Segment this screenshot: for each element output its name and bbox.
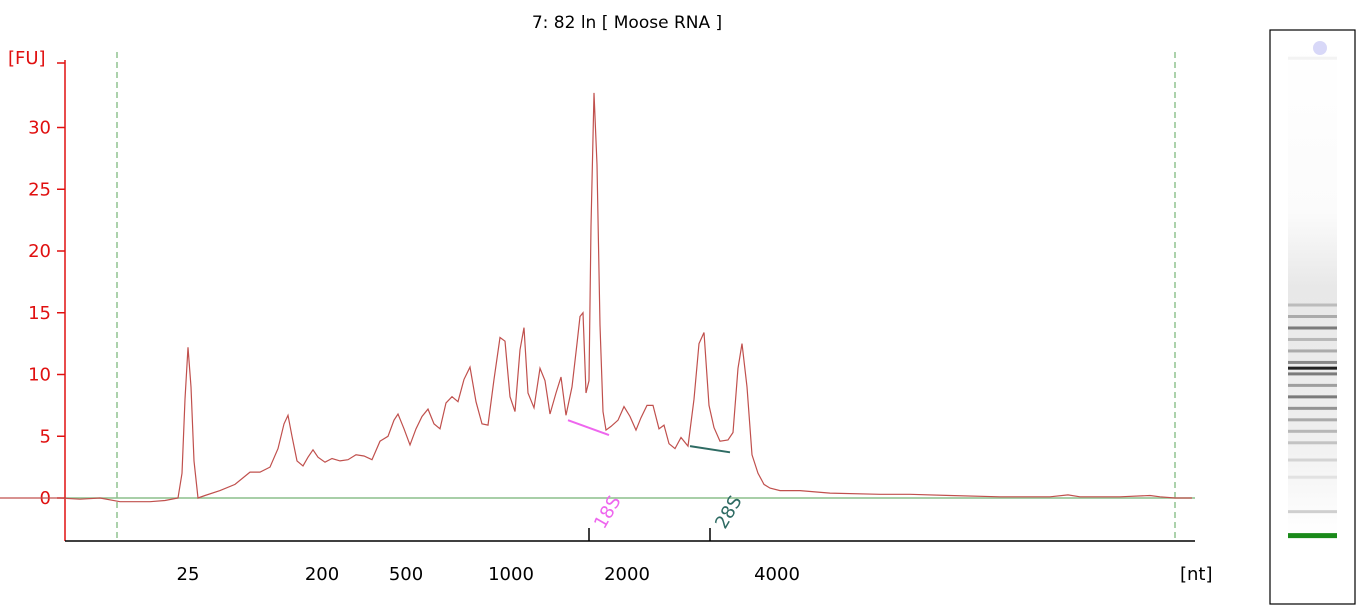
chart-title: 7: 82 ln [ Moose RNA ] (532, 13, 722, 33)
gel-band (1288, 383, 1337, 387)
gel-band (1288, 475, 1337, 479)
x-tick-label: 200 (305, 564, 339, 585)
marker-baseline-18s (567, 419, 610, 436)
marker-baseline-28s (689, 445, 731, 454)
gel-band (1288, 315, 1337, 318)
y-axis-label: [FU] (8, 48, 46, 69)
y-tick-label: 15 (28, 303, 51, 324)
gel-band (1288, 326, 1337, 330)
gel-band (1288, 360, 1337, 364)
x-tick-label: 500 (389, 564, 423, 585)
series-line (0, 92, 1192, 503)
x-tick-label: 4000 (754, 564, 800, 585)
gel-band (1288, 395, 1337, 399)
gel-band (1288, 510, 1337, 514)
gel-band (1288, 429, 1337, 433)
y-tick-label: 30 (28, 118, 51, 139)
gel-band (1288, 406, 1337, 410)
y-tick-label: 25 (28, 179, 51, 200)
gel-band (1288, 441, 1337, 445)
gel-band (1288, 458, 1337, 462)
gel-band (1288, 303, 1337, 307)
gel-band (1288, 349, 1337, 353)
gel-band (1288, 418, 1337, 422)
gel-band (1288, 372, 1337, 376)
y-tick-label: 5 (40, 426, 51, 447)
gel-well-spot (1313, 41, 1327, 55)
gel-background (1288, 40, 1337, 534)
y-tick-label: 20 (28, 241, 51, 262)
gel-band (1288, 366, 1337, 370)
y-tick-label: 10 (28, 365, 51, 386)
gel-lane (1269, 29, 1356, 605)
gel-band (1288, 337, 1337, 341)
gel-band (1288, 533, 1337, 539)
x-tick-label: 1000 (488, 564, 534, 585)
gel-band (1288, 56, 1337, 60)
x-axis-label: [nt] (1180, 564, 1213, 585)
x-tick-label: 2000 (604, 564, 650, 585)
x-tick-label: 25 (177, 564, 200, 585)
